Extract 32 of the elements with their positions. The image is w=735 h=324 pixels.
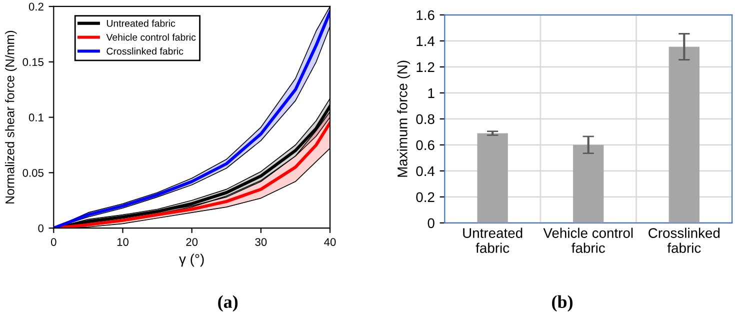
- y-axis-title: Maximum force (N): [397, 60, 410, 177]
- x-tick-label: 0: [51, 238, 56, 246]
- text: (a): [218, 295, 238, 312]
- x-tick-label: Untreated fabric: [463, 228, 522, 253]
- y-tick-label: 0.2: [416, 192, 434, 202]
- x-tick-label: 10: [117, 238, 128, 246]
- y-tick-label: 0.4: [416, 166, 435, 176]
- bar: [477, 133, 508, 223]
- x-tick-label: 20: [186, 238, 198, 246]
- y-tick-label: 1.4: [416, 36, 435, 46]
- x-tick-label: 40: [324, 238, 336, 246]
- y-axis-title: Normalized shear force (N/mm): [5, 30, 17, 204]
- x-tick-label: Crosslinked fabric: [648, 228, 720, 253]
- y-tick-label: 1: [428, 88, 434, 98]
- y-tick-label: 0.2: [28, 2, 44, 11]
- legend-label: Untreated fabric: [106, 20, 176, 27]
- y-tick-label: 0.05: [22, 168, 44, 177]
- x-tick-label: 30: [255, 238, 267, 246]
- legend-label: Crosslinked fabric: [106, 48, 184, 55]
- x-axis-title: γ (°): [179, 254, 204, 267]
- bar: [573, 144, 604, 223]
- y-tick-label: 0.15: [22, 58, 44, 66]
- y-tick-label: 0.1: [28, 114, 44, 122]
- text: (b): [552, 295, 573, 312]
- legend-label: Vehicle control fabric: [106, 34, 196, 41]
- y-tick-label: 1.2: [416, 62, 434, 72]
- y-tick-label: 0: [428, 218, 434, 228]
- y-tick-label: 0.8: [416, 114, 434, 124]
- bar: [668, 46, 700, 223]
- y-tick-label: 1.6: [416, 10, 434, 20]
- y-tick-label: 0.6: [416, 140, 434, 150]
- x-tick-label: Vehicle control fabric: [543, 228, 633, 253]
